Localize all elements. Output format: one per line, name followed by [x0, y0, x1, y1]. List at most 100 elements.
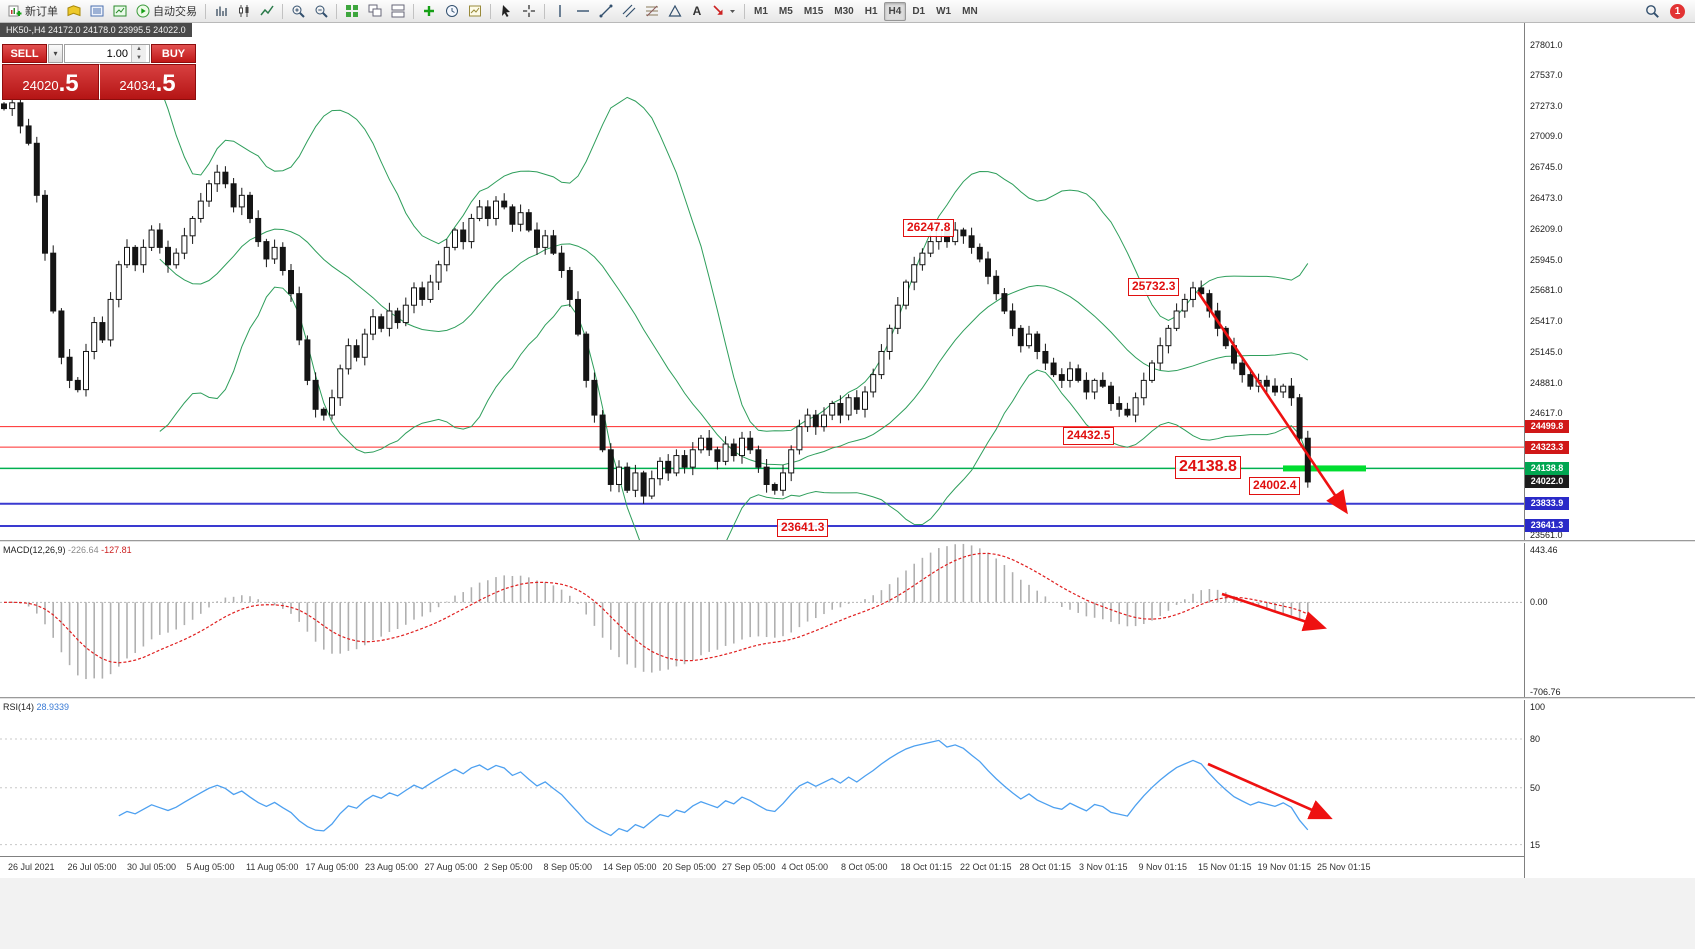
price-axis-badge: 24323.3: [1525, 440, 1569, 454]
search-button[interactable]: [1641, 2, 1664, 21]
price-axis-label: 24617.0: [1530, 408, 1563, 419]
price-axis-label: 26473.0: [1530, 193, 1563, 204]
timeframe-m5[interactable]: M5: [778, 5, 793, 17]
timeframe-m1[interactable]: M1: [754, 5, 768, 17]
macd-label: MACD(12,26,9) -226.64 -127.81: [3, 545, 132, 555]
rsi-label: RSI(14) 28.9339: [3, 702, 69, 712]
price-axis: 27801.0 27537.0 27273.0 27009.0 26745.0 26473…: [1524, 23, 1695, 878]
macd-signal-value: -127.81: [101, 545, 132, 555]
new-order-button[interactable]: 新订单: [4, 2, 62, 21]
cursor-button[interactable]: [495, 2, 517, 21]
time-axis: 26 Jul 2021 26 Jul 05:00 30 Jul 05:00 5 Aug…: [0, 856, 1695, 878]
zoom-in-icon: [292, 5, 305, 18]
buy-price-main: 24034: [119, 78, 156, 93]
chevron-down-icon: [730, 9, 735, 13]
volume-down-button[interactable]: ▼: [132, 53, 146, 62]
notification-badge[interactable]: 1: [1670, 3, 1685, 19]
arrange-windows-button[interactable]: [387, 2, 409, 21]
time-axis-label: 26 Jul 2021: [8, 862, 55, 872]
autotrading-button[interactable]: 自动交易: [132, 2, 201, 21]
one-click-trading-panel: SELL ▾ ▲ ▼ BUY 24020.5 24034.5: [2, 44, 198, 100]
arrange-windows-icon: [391, 4, 405, 18]
profiles-button[interactable]: [63, 2, 85, 21]
time-axis-label: 8 Sep 05:00: [543, 862, 593, 872]
trendline-icon: [599, 4, 613, 18]
crosshair-icon: [523, 5, 535, 17]
price-axis-label: 25681.0: [1530, 285, 1563, 296]
price-annotation[interactable]: 24002.4: [1249, 477, 1301, 495]
main-chart-canvas[interactable]: [0, 23, 1524, 540]
market-watch-button[interactable]: [86, 2, 108, 21]
periods-button[interactable]: [441, 2, 463, 21]
macd-axis-label: 0.00: [1530, 597, 1548, 608]
time-axis-label: 28 Oct 01:15: [1019, 862, 1072, 872]
main-chart-panel[interactable]: [0, 23, 1524, 540]
bar-chart-button[interactable]: [210, 2, 232, 21]
arrow-tools-button[interactable]: [708, 2, 740, 21]
sell-button[interactable]: SELL: [2, 44, 47, 63]
rsi-canvas[interactable]: [0, 700, 1524, 856]
crosshair-button[interactable]: [518, 2, 540, 21]
price-annotation[interactable]: 25732.3: [1128, 278, 1180, 296]
trendline-button[interactable]: [595, 2, 617, 21]
zoom-out-button[interactable]: [310, 2, 332, 21]
line-chart-icon: [260, 5, 274, 16]
buy-button[interactable]: BUY: [151, 44, 196, 63]
tile-windows-button[interactable]: [341, 2, 363, 21]
price-axis-label: 26745.0: [1530, 161, 1563, 172]
time-axis-label: 11 Aug 05:00: [246, 862, 299, 872]
text-tool-glyph: A: [692, 4, 702, 18]
cascade-windows-button[interactable]: [364, 2, 386, 21]
price-annotation[interactable]: 24138.8: [1175, 456, 1241, 479]
vertical-line-button[interactable]: [549, 2, 571, 21]
profiles-icon: [67, 5, 81, 17]
data-window-button[interactable]: [109, 2, 131, 21]
data-window-icon: [113, 5, 127, 17]
buy-price-frac: .5: [155, 70, 176, 97]
candlestick-chart-icon: [239, 5, 249, 17]
horizontal-line-button[interactable]: [572, 2, 594, 21]
buy-price-display[interactable]: 24034.5: [99, 64, 196, 100]
timeframe-d1[interactable]: D1: [912, 5, 926, 17]
panel-separator[interactable]: [0, 697, 1695, 700]
toolbar-separator: [282, 3, 283, 19]
macd-axis-label: -706.76: [1530, 687, 1561, 697]
fibonacci-button[interactable]: [641, 2, 663, 21]
timeframe-h4[interactable]: H4: [883, 1, 907, 21]
macd-panel[interactable]: [0, 543, 1524, 697]
timeframe-h1[interactable]: H1: [864, 5, 878, 17]
price-axis-label: 25945.0: [1530, 254, 1563, 265]
sell-price-main: 24020: [22, 78, 59, 93]
templates-button[interactable]: [464, 2, 486, 21]
channel-button[interactable]: [618, 2, 640, 21]
panel-separator[interactable]: [0, 540, 1695, 543]
macd-axis-label: 443.46: [1530, 545, 1558, 555]
rsi-panel[interactable]: [0, 700, 1524, 856]
price-axis-label: 27537.0: [1530, 70, 1563, 81]
order-type-dropdown[interactable]: ▾: [48, 44, 63, 63]
indicators-button[interactable]: [418, 2, 440, 21]
volume-input[interactable]: [65, 45, 131, 62]
text-button[interactable]: A: [687, 2, 707, 21]
sell-price-display[interactable]: 24020.5: [2, 64, 99, 100]
toolbar-right-group: 1: [1641, 2, 1691, 21]
toolbar-separator: [413, 3, 414, 19]
market-watch-icon: [90, 5, 104, 17]
time-axis-label: 22 Oct 01:15: [960, 862, 1012, 872]
autotrading-label: 自动交易: [153, 6, 197, 18]
macd-canvas[interactable]: [0, 543, 1524, 697]
timeframe-mn[interactable]: MN: [962, 5, 978, 17]
candlestick-chart-button[interactable]: [233, 2, 255, 21]
timeframe-w1[interactable]: W1: [936, 5, 952, 17]
zoom-in-button[interactable]: [287, 2, 309, 21]
volume-up-button[interactable]: ▲: [132, 45, 146, 54]
line-chart-button[interactable]: [256, 2, 278, 21]
price-annotation[interactable]: 23641.3: [777, 519, 829, 537]
timeframe-m30[interactable]: M30: [834, 5, 854, 17]
price-annotation[interactable]: 24432.5: [1063, 427, 1115, 445]
price-annotation[interactable]: 26247.8: [903, 219, 955, 237]
price-axis-badge: 23833.9: [1525, 497, 1569, 511]
tile-windows-icon: [346, 5, 358, 17]
shapes-button[interactable]: [664, 2, 686, 21]
timeframe-m15[interactable]: M15: [803, 5, 824, 17]
